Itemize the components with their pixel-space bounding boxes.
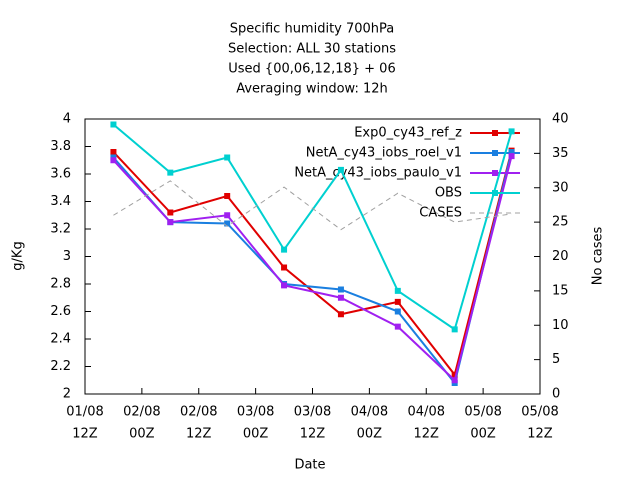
y-tick-label: 2	[63, 387, 71, 402]
y-axis-label: g/Kg	[11, 241, 26, 270]
point	[167, 219, 174, 226]
x-tick-label: 12Z	[414, 427, 440, 442]
point	[281, 264, 288, 271]
x-tick-label: 00Z	[243, 427, 269, 442]
y-tick-label: 3.4	[50, 194, 71, 209]
y2-tick-label: 0	[552, 387, 560, 402]
y2-tick-label: 25	[552, 215, 569, 230]
x-tick-label: 02/08	[123, 405, 160, 420]
x-axis-label: Date	[294, 458, 325, 473]
point	[394, 298, 401, 305]
chart-title: Selection: ALL 30 stations	[228, 42, 396, 57]
x-tick-label: 12Z	[72, 427, 98, 442]
x-tick-label: 01/08	[66, 405, 103, 420]
point	[281, 246, 288, 253]
series-line	[113, 180, 512, 231]
point	[337, 311, 344, 318]
y-tick-label: 3	[63, 249, 71, 264]
x-tick-label: 00Z	[470, 427, 496, 442]
legend-marker	[492, 170, 498, 176]
x-tick-label: 00Z	[129, 427, 155, 442]
y-tick-label: 2.4	[50, 332, 71, 347]
chart-title: Averaging window: 12h	[236, 82, 388, 97]
point	[224, 212, 231, 219]
legend-marker	[492, 150, 498, 156]
y-tick-label: 2.8	[50, 277, 71, 292]
point	[110, 121, 117, 128]
x-tick-label: 04/08	[351, 405, 388, 420]
y2-tick-label: 10	[552, 318, 569, 333]
legend-label: NetA_cy43_iobs_roel_v1	[306, 146, 462, 161]
y2-tick-label: 20	[552, 249, 569, 264]
legend-label: CASES	[419, 206, 462, 221]
legend-label: Exp0_cy43_ref_z	[354, 126, 462, 141]
x-tick-label: 03/08	[237, 405, 274, 420]
x-tick-label: 05/08	[464, 405, 501, 420]
point	[394, 323, 401, 330]
point	[451, 377, 458, 384]
x-tick-label: 03/08	[294, 405, 331, 420]
chart-title: Specific humidity 700hPa	[230, 22, 395, 37]
series-line	[112, 155, 513, 383]
point	[110, 157, 117, 164]
x-tick-label: 12Z	[527, 427, 553, 442]
y2-tick-label: 5	[552, 352, 560, 367]
point	[337, 286, 344, 293]
chart-title: Used {00,06,12,18} + 06	[228, 62, 395, 77]
x-tick-label: 12Z	[186, 427, 212, 442]
point	[451, 371, 458, 378]
y-tick-label: 3.2	[50, 222, 71, 237]
x-tick-label: 12Z	[300, 427, 326, 442]
point	[110, 149, 117, 155]
y2-axis-label: No cases	[591, 227, 606, 286]
y-tick-label: 3.8	[50, 139, 71, 154]
point	[167, 209, 174, 216]
point	[337, 294, 344, 301]
legend-marker	[492, 190, 498, 196]
y-tick-label: 3.6	[50, 167, 71, 182]
y2-tick-label: 30	[552, 180, 569, 195]
legend-label: NetA_cy43_iobs_paulo_v1	[294, 166, 462, 181]
y2-tick-label: 35	[552, 146, 569, 161]
y-tick-label: 2.6	[50, 304, 71, 319]
x-tick-label: 00Z	[357, 427, 383, 442]
point	[224, 220, 231, 227]
y-tick-label: 2.2	[50, 359, 71, 374]
legend-marker	[492, 130, 498, 136]
point	[451, 326, 458, 333]
point	[224, 154, 231, 161]
point	[394, 287, 401, 294]
point	[394, 308, 401, 315]
x-tick-label: 05/08	[521, 405, 558, 420]
point	[224, 193, 231, 199]
y-tick-label: 4	[63, 112, 71, 127]
series-line	[112, 123, 513, 331]
x-tick-label: 04/08	[408, 405, 445, 420]
y2-tick-label: 40	[552, 112, 569, 127]
point	[167, 169, 174, 176]
legend-label: OBS	[435, 186, 462, 201]
x-tick-label: 02/08	[180, 405, 217, 420]
point	[508, 153, 515, 160]
point	[508, 128, 515, 135]
point	[337, 166, 344, 173]
y2-tick-label: 15	[552, 283, 569, 298]
point	[281, 282, 288, 289]
